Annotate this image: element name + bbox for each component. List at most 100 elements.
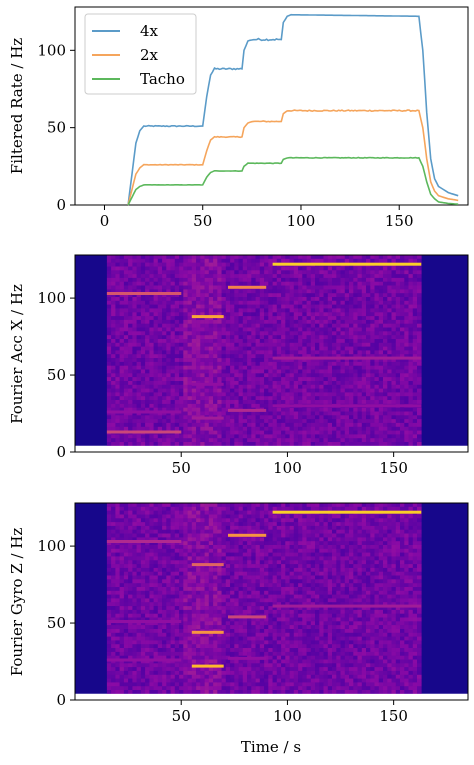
spectrogram-cell [200, 304, 205, 309]
spectrogram-cell [387, 400, 392, 405]
spectrogram-cell [378, 365, 384, 370]
spectrogram-cell [196, 567, 201, 573]
spectrogram-cell [412, 293, 418, 298]
spectrogram-cell [217, 346, 222, 351]
spectrogram-cell [387, 426, 392, 431]
spectrogram-cell [293, 381, 299, 386]
spectrogram-cell [157, 636, 163, 641]
spectrogram-cell [323, 388, 329, 393]
spectrogram-cell [404, 293, 409, 298]
spectrogram-cell [123, 682, 129, 687]
spectrogram-cell [319, 270, 324, 275]
spectrogram-cell [327, 358, 333, 363]
spectrogram-cell [187, 312, 193, 317]
spectrogram-cell [404, 438, 409, 443]
spectrogram-cell [225, 304, 231, 309]
spectrogram-cell [157, 289, 163, 294]
spectrogram-cell [128, 319, 133, 325]
spectrogram-cell [374, 266, 380, 271]
spectrogram-cell [349, 430, 354, 435]
spectrogram-cell [170, 575, 176, 580]
spectrogram-cell [191, 430, 197, 435]
spectrogram-cell [149, 606, 154, 611]
spectrogram-cell [111, 670, 116, 676]
spectrogram-cell [166, 442, 171, 447]
spectrogram-cell [132, 560, 137, 565]
spectrogram-cell [162, 541, 167, 546]
spectrogram-cell [349, 373, 354, 378]
spectrogram-cell [285, 392, 290, 397]
spectrogram-cell [106, 361, 112, 367]
spectrogram-cell [247, 400, 252, 405]
spectrogram-cell [106, 438, 112, 443]
spectrogram-cell [395, 342, 401, 347]
spectrogram-cell [153, 602, 159, 607]
spectrogram-cell [166, 350, 171, 355]
spectrogram-cell [157, 369, 163, 374]
spectrogram-cell [153, 636, 159, 641]
spectrogram-cell [166, 659, 171, 664]
spectrogram-cell [115, 361, 120, 367]
spectrogram-cell [183, 533, 188, 538]
spectrogram-cell [272, 396, 278, 401]
harmonic-line [228, 285, 267, 289]
spectrogram-cell [302, 319, 307, 325]
spectrogram-cell [111, 426, 116, 431]
spectrogram-cell [179, 590, 184, 595]
spectrogram-cell [115, 262, 120, 267]
spectrogram-cell [357, 388, 363, 393]
spectrogram-cell [247, 319, 252, 325]
spectrogram-cell [145, 369, 150, 374]
spectrogram-cell [383, 270, 388, 275]
spectrogram-cell [140, 255, 146, 260]
spectrogram-cell [149, 667, 154, 672]
spectrogram-cell [230, 331, 235, 336]
spectrogram-cell [361, 381, 367, 386]
spectrogram-cell [281, 293, 286, 298]
spectrogram-cell [302, 350, 307, 355]
spectrogram-cell [166, 510, 171, 515]
spectrogram-cell [196, 510, 201, 515]
spectrogram-cell [400, 400, 405, 405]
spectrogram-cell [170, 648, 176, 653]
spectrogram-cell [417, 369, 422, 374]
spectrogram-cell [293, 346, 299, 351]
spectrogram-cell [111, 384, 116, 389]
spectrogram-cell [255, 262, 261, 267]
spectrogram-cell [370, 350, 375, 355]
spectrogram-cell [115, 381, 120, 386]
spectrogram-cell [357, 381, 363, 386]
spectrogram-cell [204, 594, 210, 599]
spectrogram-cell [187, 369, 193, 374]
spectrogram-cell [349, 388, 354, 393]
spectrogram-cell [208, 266, 214, 271]
spectrogram-cell [408, 274, 414, 279]
spectrogram-cell [268, 388, 273, 393]
spectrogram-cell [191, 388, 197, 393]
spectrogram-cell [234, 361, 239, 367]
spectrogram-cell [387, 300, 392, 305]
spectrogram-cell [191, 392, 197, 397]
harmonic-line [106, 410, 182, 414]
spectrogram-cell [174, 281, 180, 286]
spectrogram-cell [111, 392, 116, 397]
spectrogram-cell [251, 281, 256, 286]
spectrogram-cell [234, 258, 239, 263]
spectrogram-cell [230, 354, 235, 359]
spectrogram-cell [234, 255, 239, 260]
spectrogram-cell [179, 655, 184, 660]
spectrogram-cell [374, 293, 380, 298]
y-tick-label: 50 [47, 366, 66, 384]
spectrogram-cell [111, 258, 116, 263]
spectrogram-cell [259, 319, 265, 325]
spectrogram-cell [310, 285, 316, 290]
spectrogram-cell [370, 308, 375, 313]
spectrogram-cell [378, 350, 384, 355]
spectrogram-cell [200, 255, 205, 260]
spectrogram-cell [319, 388, 324, 393]
spectrogram-cell [128, 659, 133, 664]
spectrogram-cell [119, 308, 125, 313]
spectrogram-cell [395, 373, 401, 378]
spectrogram-cell [200, 541, 205, 546]
spectrogram-cell [251, 442, 256, 447]
